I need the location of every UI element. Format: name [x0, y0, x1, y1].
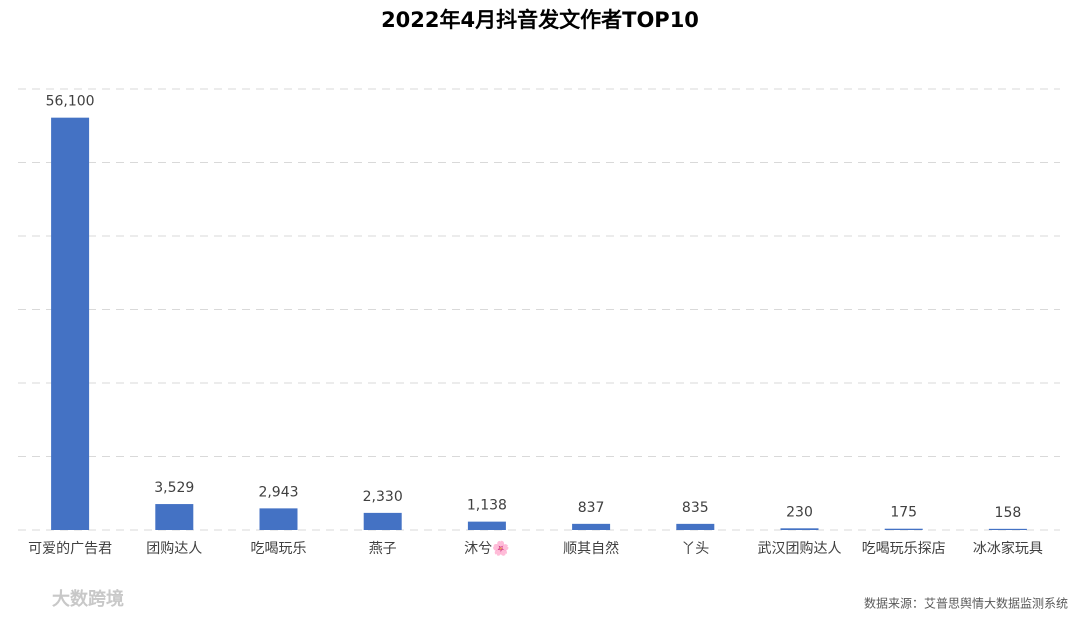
source-note: 数据来源：艾普思舆情大数据监测系统 [864, 596, 1068, 611]
value-label: 837 [578, 500, 605, 516]
bar [155, 504, 194, 530]
bar [572, 523, 611, 530]
value-label: 3,529 [154, 480, 194, 496]
bar [676, 523, 715, 530]
x-tick-label: 冰冰家玩具 [973, 540, 1043, 557]
value-label: 1,138 [467, 498, 507, 514]
bar [884, 528, 923, 530]
value-label: 2,330 [363, 489, 403, 505]
x-tick-label: 团购达人 [146, 541, 202, 557]
bar [988, 528, 1027, 530]
bar [259, 508, 298, 530]
value-label: 56,100 [46, 94, 95, 110]
x-tick-label: 吃喝玩乐探店 [862, 541, 946, 557]
value-label: 175 [890, 505, 917, 521]
bar [467, 521, 506, 530]
watermark: 大数跨境 [52, 588, 124, 610]
x-tick-label: 武汉团购达人 [758, 541, 842, 557]
chart-title: 2022年4月抖音发文作者TOP10 [381, 8, 699, 32]
bar [780, 528, 819, 530]
value-label: 158 [995, 505, 1022, 521]
x-tick-label: 沐兮🌸 [464, 540, 509, 557]
x-tick-label: 顺其自然 [563, 540, 619, 557]
value-label: 2,943 [258, 484, 298, 500]
value-label: 835 [682, 500, 709, 516]
x-tick-label: 燕子 [369, 541, 397, 557]
value-label: 230 [786, 504, 813, 520]
x-tick-label: 可爱的广告君 [28, 541, 112, 557]
bar [51, 117, 90, 530]
x-tick-label: 丫头 [681, 541, 709, 557]
bar [363, 512, 402, 530]
x-tick-label: 吃喝玩乐 [251, 541, 307, 557]
